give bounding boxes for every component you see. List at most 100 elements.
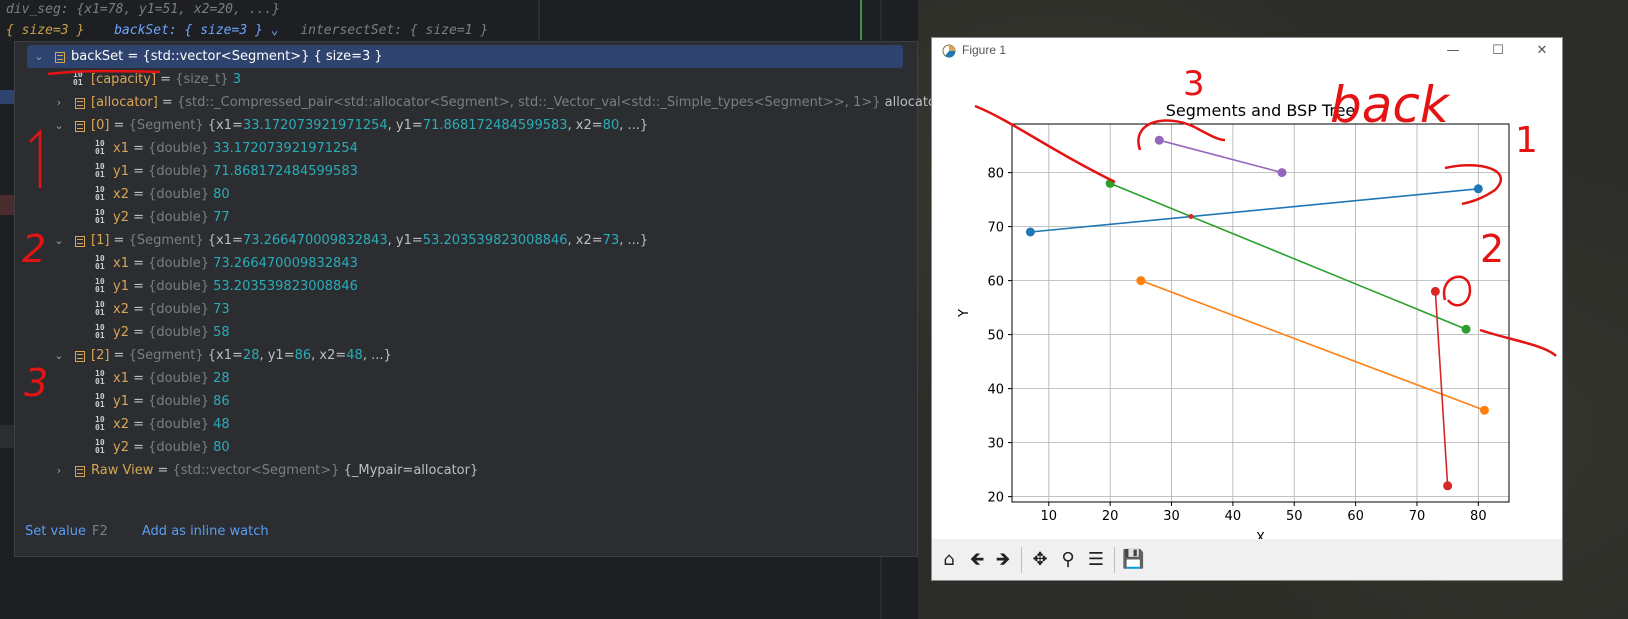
watch-row[interactable]: 10 01 y2 = {double} 58 (15, 321, 917, 344)
primitive-value-icon: 10 01 (95, 208, 105, 225)
x-axis-label: X (1256, 531, 1265, 539)
add-inline-watch-link[interactable]: Add as inline watch (141, 524, 269, 539)
watch-row-text: x1 = {double} 33.172073921971254 (113, 141, 358, 156)
pan-icon[interactable]: ✥ (1032, 549, 1048, 570)
toolbar-separator (1114, 547, 1115, 573)
variable-type: {Segment} (128, 118, 208, 133)
watch-row[interactable]: 10 01 [capacity] = {size_t} 3 (15, 68, 917, 91)
left-gutter-stripe (0, 90, 14, 104)
x-tick-label: 20 (1102, 509, 1119, 524)
variable-type: {Segment} (128, 233, 208, 248)
chevron-right-icon[interactable]: › (56, 464, 62, 477)
watch-row-text: x2 = {double} 80 (113, 187, 230, 202)
watch-row[interactable]: 10 01 y1 = {double} 53.203539823008846 (15, 275, 917, 298)
watch-row-selected[interactable]: ⌄ backSet = {std::vector<Segment>} { size… (27, 45, 903, 68)
watch-row[interactable]: 10 01 x2 = {double} 73 (15, 298, 917, 321)
watch-row[interactable]: 10 01 x2 = {double} 80 (15, 183, 917, 206)
watch-row[interactable]: ⌄ [2] = {Segment} {x1=28, y1=86, x2=48, .… (15, 344, 917, 367)
segment-line (1030, 188, 1479, 233)
variable-type: {double} (148, 325, 214, 340)
variable-name: y1 (113, 394, 129, 409)
close-button[interactable]: ✕ (1536, 43, 1548, 58)
variable-value: {_Mypair=allocator} (343, 463, 479, 478)
x-tick-label: 50 (1286, 509, 1303, 524)
watch-row[interactable]: › [allocator] = {std::_Compressed_pair<st… (15, 91, 942, 114)
watch-row[interactable]: 10 01 y1 = {double} 71.868172484599583 (15, 160, 917, 183)
watch-row-text: y2 = {double} 77 (113, 210, 230, 225)
chevron-down-icon[interactable]: ⌄ (34, 50, 44, 63)
variable-name: x2 (113, 417, 129, 432)
variable-type: {double} (148, 302, 214, 317)
x-tick-label: 30 (1163, 509, 1180, 524)
y-tick-label: 50 (987, 329, 1004, 344)
maximize-button[interactable]: ☐ (1492, 43, 1504, 58)
segments-chart: 10 20 30 40 50 60 70 80 20 30 40 50 60 70 80 Segments a… (957, 101, 1510, 539)
watch-row-text: x2 = {double} 48 (113, 417, 230, 432)
variable-value: 28 (213, 371, 230, 386)
watch-row-text: y1 = {double} 53.203539823008846 (113, 279, 358, 294)
field-icon (75, 121, 85, 132)
inline-intersect-hint[interactable]: intersectSet: { size=1 } (300, 23, 489, 38)
change-marker (860, 0, 862, 40)
watch-row[interactable]: ⌄ [0] = {Segment} {x1=33.172073921971254,… (15, 114, 917, 137)
watch-row[interactable]: ⌄ [1] = {Segment} {x1=73.266470009832843,… (15, 229, 917, 252)
variable-value: 80 (213, 187, 230, 202)
segment-endpoint (1461, 324, 1471, 334)
watch-row[interactable]: 10 01 x1 = {double} 28 (15, 367, 917, 390)
editor-code-lines: div_seg: {x1=78, y1=51, x2=20, ...} { si… (0, 0, 918, 44)
matplotlib-figure-window: Figure 1 — ☐ ✕ 10 20 30 40 50 60 70 80 20 30 40 50 6… (931, 37, 1563, 581)
variable-name: x1 (113, 371, 129, 386)
save-icon[interactable]: 💾 (1122, 549, 1145, 570)
variable-name: [allocator] (91, 95, 158, 110)
field-icon (75, 466, 85, 477)
forward-arrow-icon[interactable]: 🡺 (995, 549, 1011, 570)
home-icon[interactable]: ⌂ (943, 549, 955, 570)
segment-endpoint (1473, 184, 1483, 194)
y-tick-label: 20 (987, 491, 1004, 506)
chevron-right-icon[interactable]: › (56, 96, 62, 109)
watch-row[interactable]: 10 01 y1 = {double} 86 (15, 390, 917, 413)
variable-name: [2] (91, 348, 110, 363)
watch-row-text: x2 = {double} 73 (113, 302, 230, 317)
watch-row[interactable]: 10 01 x1 = {double} 73.266470009832843 (15, 252, 917, 275)
watch-row-text: y2 = {double} 58 (113, 325, 230, 340)
watch-row[interactable]: 10 01 y2 = {double} 80 (15, 436, 917, 459)
figure-titlebar: Figure 1 — ☐ ✕ (932, 38, 1562, 66)
intersection-point (1188, 214, 1194, 220)
variable-name: Raw View (91, 463, 154, 478)
minimize-button[interactable]: — (1446, 43, 1460, 58)
configure-icon[interactable]: ☰ (1087, 549, 1105, 570)
primitive-value-icon: 10 01 (95, 438, 105, 455)
variable-value: allocator (884, 95, 942, 110)
x-tick-label: 70 (1409, 509, 1426, 524)
variable-type: {std::_Compressed_pair<std::allocator<Se… (176, 95, 885, 110)
variable-name: x1 (113, 141, 129, 156)
segment-endpoint (1025, 227, 1035, 237)
watch-row-text: y1 = {double} 71.868172484599583 (113, 164, 358, 179)
primitive-value-icon: 10 01 (95, 415, 105, 432)
set-value-link[interactable]: Set value (25, 524, 86, 539)
inline-backset-hint[interactable]: backSet: { size=3 } ⌄ (114, 23, 279, 38)
chart-title: Segments and BSP Tree (1166, 101, 1356, 120)
y-tick-label: 40 (987, 383, 1004, 398)
chevron-down-icon[interactable]: ⌄ (54, 234, 64, 247)
segment-line (1434, 291, 1449, 486)
x-tick-label: 60 (1347, 509, 1364, 524)
watch-row[interactable]: › Raw View = {std::vector<Segment>} {_Myp… (15, 459, 917, 482)
variable-value: 58 (213, 325, 230, 340)
chevron-down-icon[interactable]: ⌄ (54, 119, 64, 132)
variable-name: y1 (113, 164, 129, 179)
back-arrow-icon[interactable]: 🡸 (969, 549, 985, 570)
variable-name: y1 (113, 279, 129, 294)
watch-row[interactable]: 10 01 x1 = {double} 33.172073921971254 (15, 137, 917, 160)
y-tick-label: 30 (987, 437, 1004, 452)
zoom-icon[interactable]: ⚲ (1061, 549, 1075, 570)
variable-type: {double} (148, 371, 214, 386)
variable-type: {double} (148, 417, 214, 432)
watch-row[interactable]: 10 01 x2 = {double} 48 (15, 413, 917, 436)
watch-row[interactable]: 10 01 y2 = {double} 77 (15, 206, 917, 229)
segment-endpoint (1136, 276, 1146, 286)
chevron-down-icon[interactable]: ⌄ (54, 349, 64, 362)
left-gutter-stripe (0, 425, 14, 448)
debugger-watch-popup: ⌄ backSet = {std::vector<Segment>} { size… (14, 41, 942, 557)
